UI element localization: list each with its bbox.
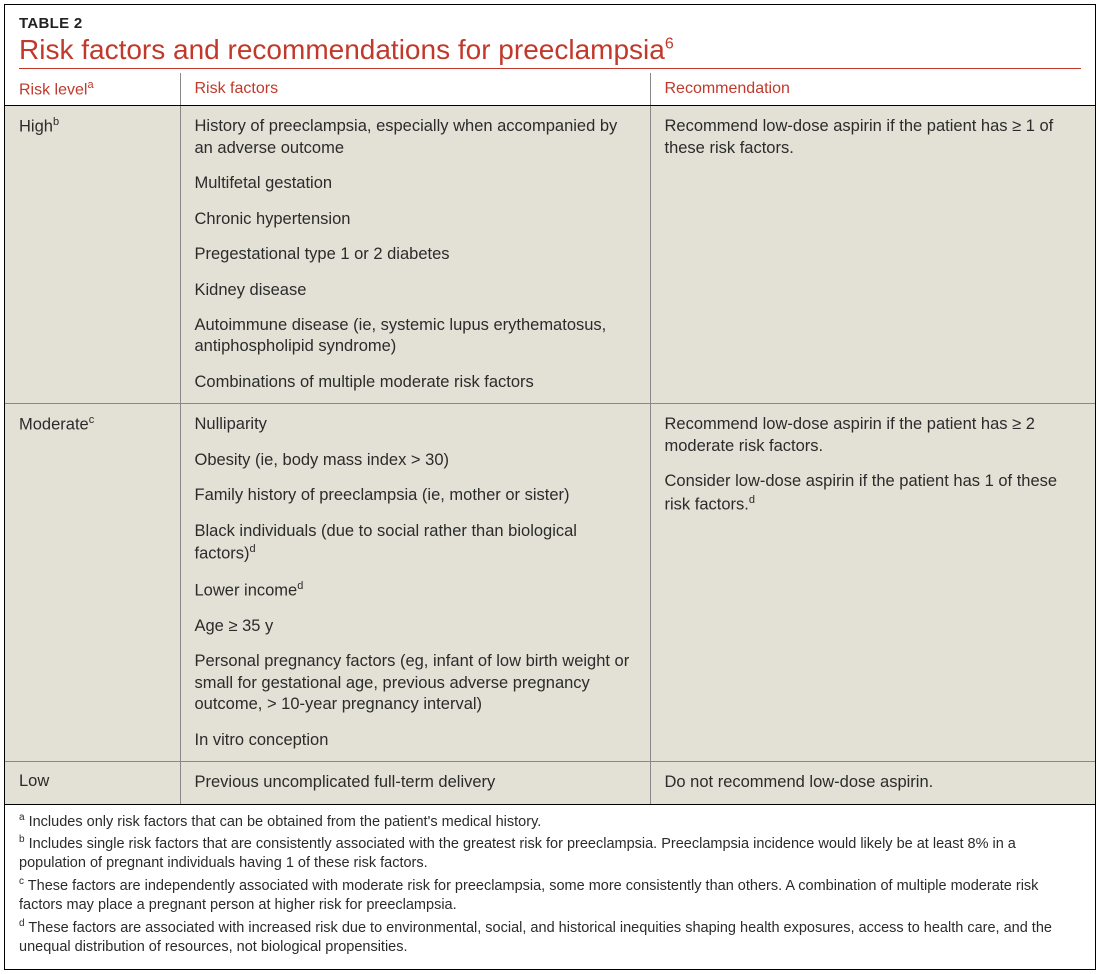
factor-text: Lower income: [195, 581, 298, 599]
table-label: TABLE 2: [19, 15, 1081, 32]
footnote-text: These factors are associated with increa…: [19, 920, 1052, 956]
factor-item: Kidney disease: [195, 280, 636, 301]
cell-factors-moderate: Nulliparity Obesity (ie, body mass index…: [180, 404, 650, 762]
factor-item: Obesity (ie, body mass index > 30): [195, 450, 636, 471]
factor-item: Age ≥ 35 y: [195, 616, 636, 637]
cell-factors-high: History of preeclampsia, especially when…: [180, 106, 650, 404]
level-moderate-text: Moderate: [19, 416, 89, 434]
table-frame: TABLE 2 Risk factors and recommendations…: [4, 4, 1096, 970]
rec-item: Recommend low-dose aspirin if the patien…: [665, 414, 1082, 457]
col-header-level-text: Risk level: [19, 81, 87, 98]
level-moderate-sup: c: [89, 414, 95, 426]
footnote-text: Includes only risk factors that can be o…: [25, 813, 542, 829]
factor-item: Chronic hypertension: [195, 209, 636, 230]
cell-rec-low: Do not recommend low-dose aspirin.: [650, 762, 1095, 804]
factor-item: Lower incomed: [195, 579, 636, 602]
table-row-moderate: Moderatec Nulliparity Obesity (ie, body …: [5, 404, 1095, 762]
factor-item: Personal pregnancy factors (eg, infant o…: [195, 651, 636, 715]
factor-item: Combinations of multiple moderate risk f…: [195, 372, 636, 393]
title-text: Risk factors and recommendations for pre…: [19, 34, 665, 65]
rec-item: Consider low-dose aspirin if the patient…: [665, 471, 1082, 515]
footnotes: a Includes only risk factors that can be…: [5, 804, 1095, 969]
footnote-d: d These factors are associated with incr…: [19, 917, 1081, 958]
level-high-sup: b: [53, 116, 59, 128]
factor-item: Family history of preeclampsia (ie, moth…: [195, 485, 636, 506]
factor-item: Multifetal gestation: [195, 173, 636, 194]
rec-text: Consider low-dose aspirin if the patient…: [665, 472, 1058, 513]
factor-item: Pregestational type 1 or 2 diabetes: [195, 244, 636, 265]
cell-level-low: Low: [5, 762, 180, 804]
factor-sup: d: [297, 580, 303, 592]
footnote-text: Includes single risk factors that are co…: [19, 836, 1016, 872]
factor-item: History of preeclampsia, especially when…: [195, 116, 636, 159]
footnote-text: These factors are independently associat…: [19, 878, 1038, 914]
table-row-high: Highb History of preeclampsia, especiall…: [5, 106, 1095, 404]
risk-table: Risk levela Risk factors Recommendation …: [5, 73, 1095, 804]
rec-item: Recommend low-dose aspirin if the patien…: [665, 116, 1082, 159]
cell-rec-moderate: Recommend low-dose aspirin if the patien…: [650, 404, 1095, 762]
cell-level-moderate: Moderatec: [5, 404, 180, 762]
rec-item: Do not recommend low-dose aspirin.: [665, 772, 1082, 793]
footnote-b: b Includes single risk factors that are …: [19, 833, 1081, 874]
table-header: TABLE 2 Risk factors and recommendations…: [5, 5, 1095, 73]
footnote-c: c These factors are independently associ…: [19, 875, 1081, 916]
title-citation: 6: [665, 36, 674, 53]
col-header-level-sup: a: [87, 79, 93, 91]
col-header-level: Risk levela: [5, 73, 180, 106]
factor-item: Previous uncomplicated full-term deliver…: [195, 772, 636, 793]
table-title: Risk factors and recommendations for pre…: [19, 34, 674, 65]
footnote-a: a Includes only risk factors that can be…: [19, 811, 1081, 832]
factor-item: In vitro conception: [195, 730, 636, 751]
cell-rec-high: Recommend low-dose aspirin if the patien…: [650, 106, 1095, 404]
factor-item: Nulliparity: [195, 414, 636, 435]
factor-item: Autoimmune disease (ie, systemic lupus e…: [195, 315, 636, 358]
header-row: Risk levela Risk factors Recommendation: [5, 73, 1095, 106]
factor-sup: d: [250, 543, 256, 555]
col-header-factors: Risk factors: [180, 73, 650, 106]
col-header-recommendation: Recommendation: [650, 73, 1095, 106]
cell-level-high: Highb: [5, 106, 180, 404]
level-high-text: High: [19, 118, 53, 136]
rec-sup: d: [749, 494, 755, 506]
cell-factors-low: Previous uncomplicated full-term deliver…: [180, 762, 650, 804]
factor-item: Black individuals (due to social rather …: [195, 521, 636, 565]
table-row-low: Low Previous uncomplicated full-term del…: [5, 762, 1095, 804]
title-row: Risk factors and recommendations for pre…: [19, 34, 1081, 69]
